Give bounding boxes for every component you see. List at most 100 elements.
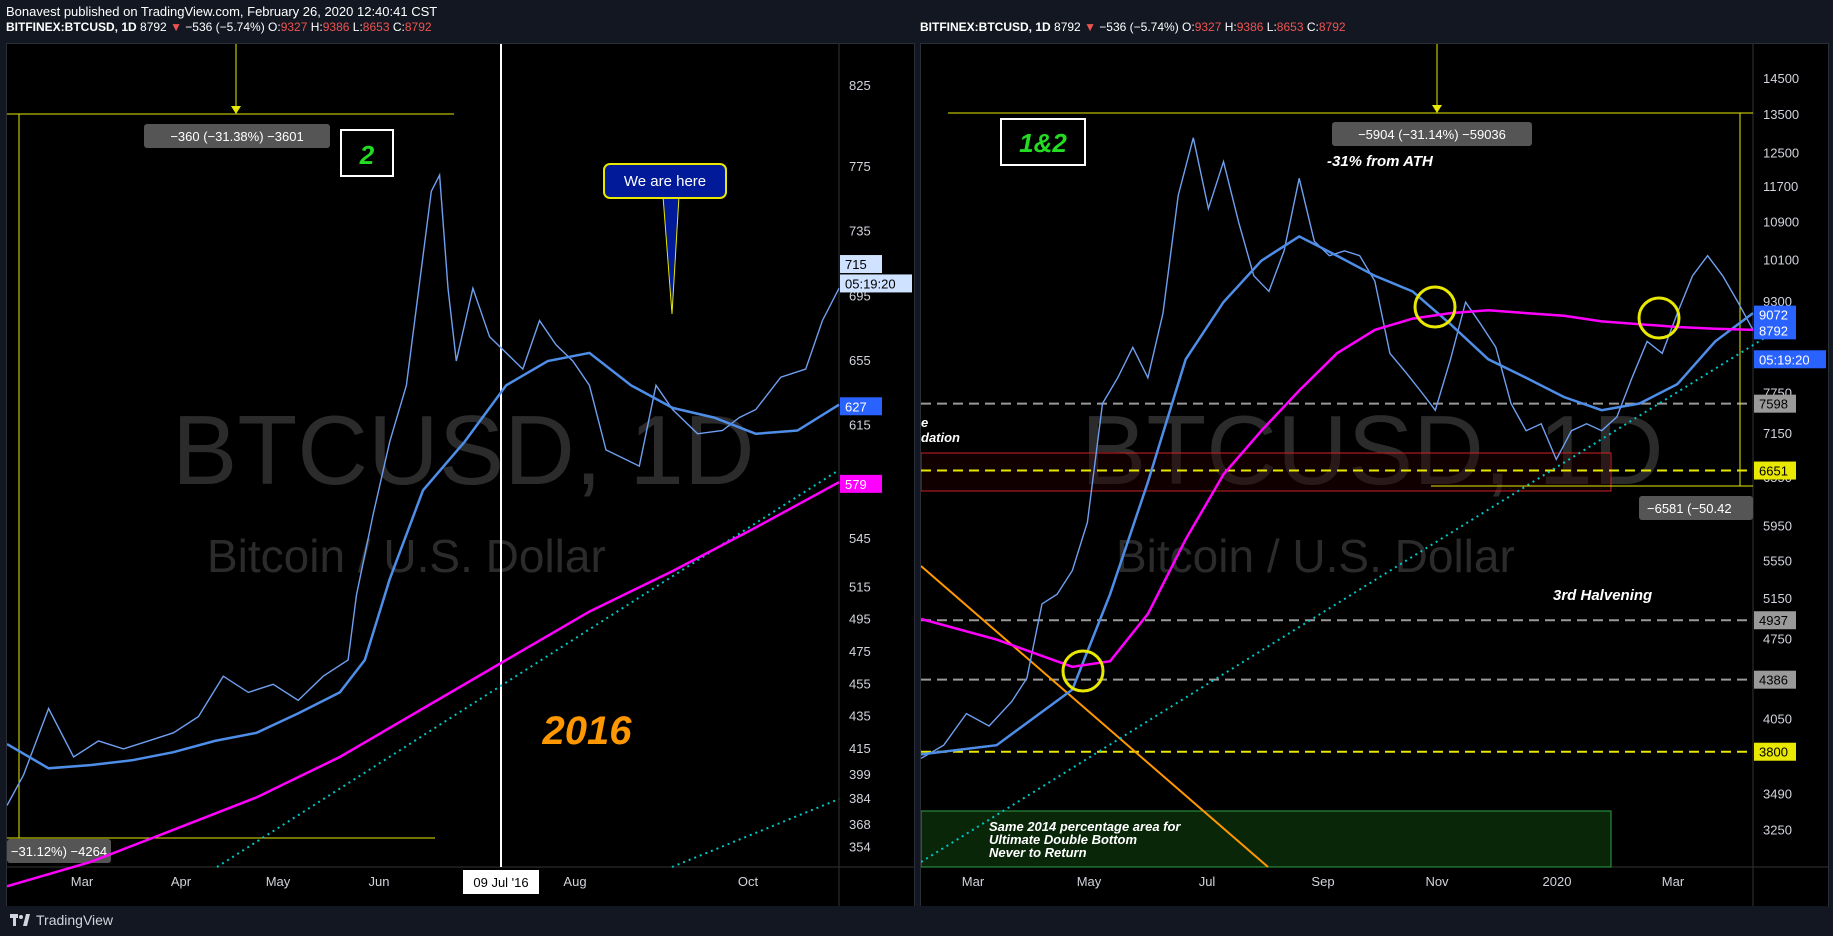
x-tick-label: May [1077,874,1102,889]
callout-label: We are here [624,173,706,190]
measure-bottom-label: −6581 (−50.42 [1647,501,1732,516]
price-axis-label: 579 [845,477,867,492]
y-tick-label: 14500 [1763,71,1799,86]
box-label-frame [340,129,394,177]
y-tick-label: 735 [849,224,871,239]
measure-arrow-icon [231,106,241,114]
left-chart-svg[interactable]: BTCUSD, 1D Bitcoin / U.S. Dollar −360 (−… [7,44,914,912]
x-tick-label: Mar [1662,874,1685,889]
y-tick-label: 384 [849,791,871,806]
measure-bottom-label: −31.12%) −4264 [11,844,107,859]
y-tick-label: 4750 [1763,632,1792,647]
y-tick-label: 7150 [1763,426,1792,441]
price-axis-label: 9072 [1759,308,1788,323]
y-tick-label: 9300 [1763,294,1792,309]
y-tick-label: 475 [849,644,871,659]
publisher-line: Bonavest published on TradingView.com, F… [6,4,438,19]
down-arrow-icon: ▼ [170,20,182,34]
green-zone-text-2: Ultimate Double Bottom [989,832,1137,847]
box-label: 1&2 [1019,128,1067,158]
green-bottom-zone [921,810,1612,868]
y-tick-label: 615 [849,418,871,433]
price-axis-badge [1754,305,1796,324]
series-line-sma [921,234,1754,756]
y-tick-label: 12500 [1763,146,1799,161]
x-tick-label: 2020 [1543,874,1572,889]
trendline-lower [671,798,840,868]
box-label-frame [1000,118,1086,166]
price-axis-label: 4386 [1759,673,1788,688]
footer-bar: TradingView [0,906,1833,936]
x-tick-label: Jun [369,874,390,889]
y-tick-label: 5150 [1763,591,1792,606]
y-tick-label: 13500 [1763,107,1799,122]
y-tick-label: 415 [849,741,871,756]
from-ath-label: -31% from ATH [1327,153,1434,170]
price-axis-badge [1754,321,1796,340]
measure-bottom-badge [7,839,111,863]
x-tick-label: Nov [1425,874,1449,889]
measure-top-badge [1332,122,1532,146]
y-tick-label: 455 [849,676,871,691]
box-label: 2 [359,140,375,170]
x-tick-label: Mar [71,874,94,889]
y-tick-label: 354 [849,840,871,855]
right-chart-title: BITFINEX:BTCUSD, 1D 8792 ▼ −536 (−5.74%)… [920,20,1346,34]
series-line-ma200 [921,309,1754,669]
price-axis-label: 05:19:20 [845,276,896,291]
x-tick-label: Sep [1311,874,1334,889]
price-axis-badge [1754,742,1796,761]
right-chart-pane[interactable]: BTCUSD, 1D Bitcoin / U.S. Dollar −5904 (… [920,43,1829,913]
y-tick-label: 368 [849,817,871,832]
y-tick-label: 435 [849,709,871,724]
measure-top-label: −5904 (−31.14%) −59036 [1358,127,1506,142]
price-axis-label: 05:19:20 [1759,352,1810,367]
y-tick-label: 3250 [1763,822,1792,837]
cut-text-2: dation [921,430,960,445]
price-axis-label: 4937 [1759,613,1788,628]
price-axis-label: 715 [845,257,867,272]
green-zone-text-3: Never to Return [989,845,1087,860]
date-marker-label: 09 Jul '16 [473,875,528,890]
y-tick-label: 545 [849,531,871,546]
measure-bottom-badge [1639,496,1753,520]
measure-arrow-icon [1432,105,1442,113]
price-axis-label: 3800 [1759,745,1788,760]
tradingview-logo-icon [10,914,30,926]
y-tick-label: 5550 [1763,553,1792,568]
price-axis-badge [1754,350,1826,369]
cut-text-1: e [921,415,928,430]
measure-top-label: −360 (−31.38%) −3601 [170,129,303,144]
y-tick-label: 515 [849,579,871,594]
highlight-circle [1413,285,1457,329]
price-axis-badge [840,274,912,293]
year-label: 2016 [542,709,633,753]
left-chart-pane[interactable]: BTCUSD, 1D Bitcoin / U.S. Dollar −360 (−… [6,43,915,913]
y-tick-label: 825 [849,78,871,93]
red-support-zone [921,452,1612,492]
y-tick-label: 775 [849,159,871,174]
tradingview-brand[interactable]: TradingView [10,912,113,928]
x-tick-label: Mar [962,874,985,889]
x-tick-label: Jul [1199,874,1216,889]
watermark-symbol: BTCUSD, 1D [172,395,755,505]
highlight-circle [1061,649,1105,693]
downtrend-line [921,565,1269,868]
price-axis-label: 627 [845,399,867,414]
y-tick-label: 495 [849,612,871,627]
highlight-circle [1637,296,1681,340]
x-tick-label: Apr [171,874,192,889]
left-chart-title: BITFINEX:BTCUSD, 1D 8792 ▼ −536 (−5.74%)… [6,20,432,34]
y-tick-label: 655 [849,353,871,368]
y-tick-label: 5950 [1763,518,1792,533]
price-axis-badge [1754,611,1796,630]
y-tick-label: 10900 [1763,214,1799,229]
price-axis-badge [840,474,882,493]
price-axis-badge [840,397,882,416]
series-line-ma200 [7,481,840,888]
watermark-description: Bitcoin / U.S. Dollar [1116,530,1515,582]
price-axis-badge [1754,461,1796,480]
right-chart-svg[interactable]: BTCUSD, 1D Bitcoin / U.S. Dollar −5904 (… [921,44,1828,912]
price-axis-label: 7598 [1759,397,1788,412]
callout-box [603,163,727,199]
